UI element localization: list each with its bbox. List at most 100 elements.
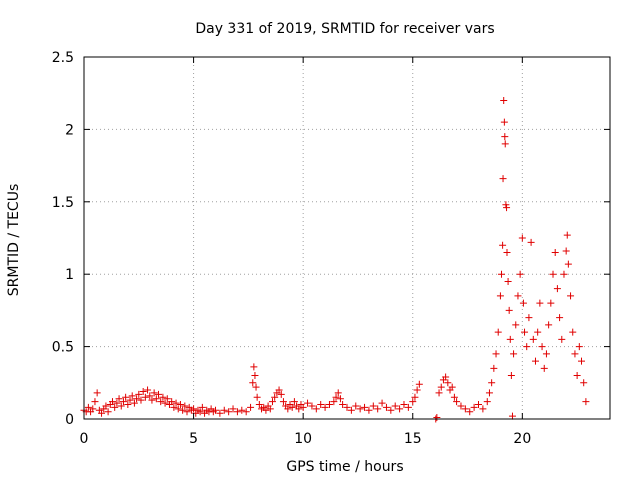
x-tick-label: 5 — [189, 431, 198, 447]
data-point — [229, 405, 237, 413]
data-point — [115, 395, 123, 403]
data-point — [93, 389, 101, 397]
data-point — [155, 390, 163, 398]
y-tick-label: 0 — [65, 412, 74, 428]
data-point — [435, 389, 443, 397]
data-point — [516, 270, 524, 278]
data-point — [113, 399, 121, 407]
data-point — [190, 405, 198, 413]
data-point — [89, 405, 97, 413]
data-point — [137, 396, 145, 404]
y-tick-label: 1.5 — [52, 195, 74, 211]
x-axis-label: GPS time / hours — [286, 459, 403, 475]
data-point — [500, 96, 508, 104]
data-point — [461, 405, 469, 413]
data-point — [117, 402, 125, 410]
data-point — [334, 389, 342, 397]
data-point — [332, 393, 340, 401]
data-point — [133, 395, 141, 403]
data-point — [308, 402, 316, 410]
data-point — [496, 292, 504, 300]
data-point — [387, 406, 395, 414]
data-point — [146, 392, 154, 400]
data-point — [453, 398, 461, 406]
x-tick-label: 15 — [404, 431, 422, 447]
data-point — [499, 241, 507, 249]
data-point — [356, 405, 364, 413]
data-point — [374, 405, 382, 413]
data-point — [336, 395, 344, 403]
data-point — [560, 270, 568, 278]
data-point — [238, 406, 246, 414]
data-point — [479, 405, 487, 413]
data-point — [538, 343, 546, 351]
data-point — [148, 396, 156, 404]
data-point — [540, 364, 548, 372]
data-point — [521, 328, 529, 336]
data-point — [396, 405, 404, 413]
y-tick-label: 2.5 — [52, 50, 74, 66]
data-point — [196, 408, 204, 416]
data-point — [130, 399, 138, 407]
data-point — [501, 133, 509, 141]
data-point — [150, 389, 158, 397]
data-point — [519, 299, 527, 307]
data-point — [135, 390, 143, 398]
data-point — [290, 398, 298, 406]
data-point — [250, 363, 258, 371]
data-point — [575, 343, 583, 351]
data-point — [508, 412, 516, 420]
data-point — [433, 414, 441, 422]
data-point — [365, 406, 373, 414]
data-point — [567, 292, 575, 300]
data-point — [268, 398, 276, 406]
data-point — [409, 398, 417, 406]
data-point — [498, 270, 506, 278]
data-point — [547, 299, 555, 307]
data-point — [527, 238, 535, 246]
data-point — [102, 402, 110, 410]
data-point — [382, 403, 390, 411]
data-point — [510, 350, 518, 358]
data-point — [506, 335, 514, 343]
data-point — [330, 398, 338, 406]
data-point — [124, 401, 132, 409]
data-point — [251, 372, 259, 380]
data-point — [183, 408, 191, 416]
data-point — [104, 408, 112, 416]
data-point — [253, 393, 261, 401]
data-point — [161, 399, 169, 407]
y-tick-label: 1 — [65, 267, 74, 283]
data-point — [168, 398, 176, 406]
data-point — [523, 343, 531, 351]
data-point — [277, 390, 285, 398]
data-point — [475, 401, 482, 409]
data-point — [488, 379, 496, 387]
data-point — [525, 314, 533, 322]
y-tick-label: 0.5 — [52, 340, 74, 356]
data-point — [295, 405, 303, 413]
data-point — [549, 270, 557, 278]
data-point — [172, 399, 180, 407]
data-point — [391, 402, 399, 410]
data-point — [503, 248, 511, 256]
data-point — [170, 403, 178, 411]
data-point — [545, 321, 553, 329]
y-tick-label: 2 — [65, 122, 74, 138]
data-point — [352, 402, 360, 410]
data-point — [174, 405, 182, 413]
data-point — [317, 401, 325, 409]
data-point — [369, 402, 377, 410]
data-point — [284, 405, 292, 413]
data-point — [159, 393, 167, 401]
data-point — [176, 401, 184, 409]
data-point — [470, 403, 478, 411]
data-point — [233, 408, 241, 416]
data-point — [339, 401, 347, 409]
data-point — [128, 392, 136, 400]
data-point — [485, 389, 493, 397]
data-point — [573, 372, 581, 380]
data-point — [247, 403, 255, 411]
x-tick-label: 20 — [513, 431, 531, 447]
